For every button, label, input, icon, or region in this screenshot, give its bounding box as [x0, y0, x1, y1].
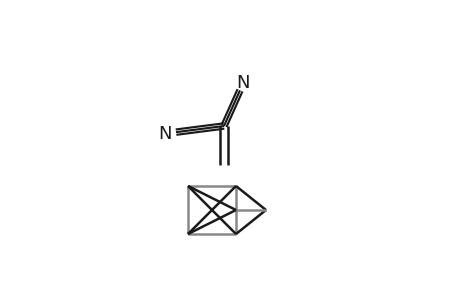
- Text: N: N: [158, 124, 172, 142]
- Text: N: N: [236, 74, 250, 92]
